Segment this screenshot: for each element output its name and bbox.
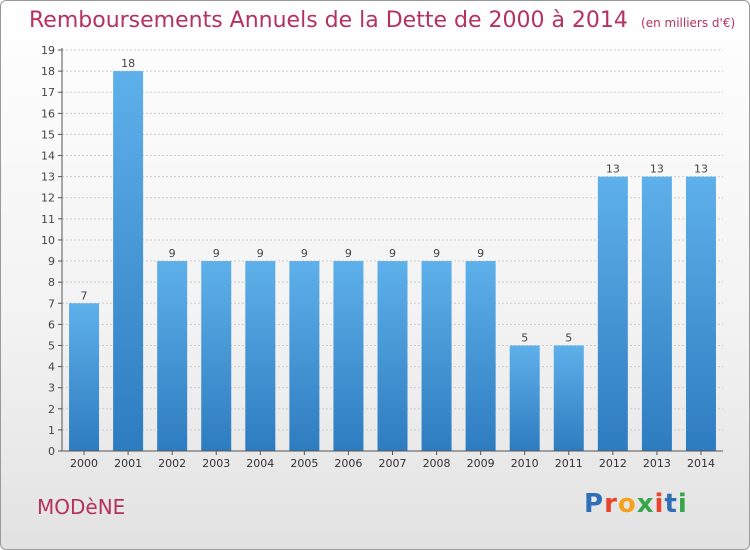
bar-value-label: 5: [565, 331, 572, 344]
bar-value-label: 13: [694, 163, 708, 176]
bar-value-label: 5: [521, 331, 528, 344]
y-tick-label: 2: [48, 403, 55, 416]
bar-value-label: 18: [121, 57, 135, 70]
y-tick-label: 5: [48, 339, 55, 352]
y-tick-label: 14: [41, 150, 55, 163]
x-tick-label: 2003: [202, 457, 230, 470]
bar: [333, 261, 364, 451]
y-tick-label: 4: [48, 361, 55, 374]
bar: [157, 261, 188, 451]
bar: [69, 303, 100, 451]
x-tick-label: 2009: [467, 457, 495, 470]
bar-value-label: 9: [301, 247, 308, 260]
y-tick-label: 6: [48, 318, 55, 331]
bar: [597, 176, 628, 451]
chart-title-unit: (en milliers d'€): [641, 16, 736, 30]
bar-value-label: 7: [81, 289, 88, 302]
y-tick-label: 9: [48, 255, 55, 268]
x-tick-label: 2012: [599, 457, 627, 470]
bar-value-label: 9: [477, 247, 484, 260]
y-tick-label: 10: [41, 234, 55, 247]
bar-value-label: 9: [213, 247, 220, 260]
proxiti-logo: Proxiti: [584, 489, 688, 519]
y-tick-label: 0: [48, 445, 55, 458]
bar-value-label: 9: [257, 247, 264, 260]
x-tick-label: 2013: [643, 457, 671, 470]
chart-title-main: Remboursements Annuels de la Dette de 20…: [29, 8, 628, 33]
y-tick-label: 7: [48, 297, 55, 310]
y-tick-label: 1: [48, 424, 55, 437]
y-tick-label: 8: [48, 276, 55, 289]
bar: [245, 261, 276, 451]
chart-title: Remboursements Annuels de la Dette de 20…: [29, 8, 735, 33]
y-tick-label: 11: [41, 213, 55, 226]
bar: [421, 261, 452, 451]
y-tick-label: 16: [41, 107, 55, 120]
x-tick-label: 2011: [555, 457, 583, 470]
bar-value-label: 13: [606, 163, 620, 176]
bar-value-label: 9: [169, 247, 176, 260]
bar: [289, 261, 320, 451]
bar: [201, 261, 232, 451]
x-tick-label: 2006: [334, 457, 362, 470]
x-tick-label: 2007: [379, 457, 407, 470]
y-tick-label: 15: [41, 128, 55, 141]
x-tick-label: 2002: [158, 457, 186, 470]
logo-letter: i: [654, 489, 665, 519]
town-name: MODèNE: [37, 495, 126, 519]
logo-letter: t: [664, 489, 678, 519]
bar: [685, 176, 716, 451]
logo-letter: x: [636, 489, 655, 519]
y-tick-label: 12: [41, 192, 55, 205]
bar-value-label: 9: [433, 247, 440, 260]
y-tick-label: 3: [48, 382, 55, 395]
x-tick-label: 2004: [246, 457, 274, 470]
x-tick-label: 2014: [687, 457, 715, 470]
bar-value-label: 9: [389, 247, 396, 260]
bar: [553, 345, 584, 451]
bar: [641, 176, 672, 451]
logo-letter: r: [604, 489, 618, 519]
x-tick-label: 2008: [423, 457, 451, 470]
bar: [509, 345, 540, 451]
y-tick-label: 17: [41, 86, 55, 99]
bar-value-label: 9: [345, 247, 352, 260]
x-tick-label: 2005: [290, 457, 318, 470]
x-tick-label: 2010: [511, 457, 539, 470]
logo-letter: P: [584, 489, 605, 519]
bar: [377, 261, 408, 451]
x-tick-label: 2000: [70, 457, 98, 470]
bar-value-label: 13: [650, 163, 664, 176]
y-tick-label: 18: [41, 65, 55, 78]
logo-letter: i: [677, 489, 688, 519]
logo-letter: o: [617, 489, 637, 519]
bar-layer: 7 18 9 9 9 9 9 9 9 9 5 5 13 13 13: [69, 57, 716, 452]
y-tick-label: 19: [41, 44, 55, 57]
y-tick-label: 13: [41, 171, 55, 184]
bar: [113, 71, 144, 452]
x-tick-label: 2001: [114, 457, 142, 470]
bar: [465, 261, 496, 451]
